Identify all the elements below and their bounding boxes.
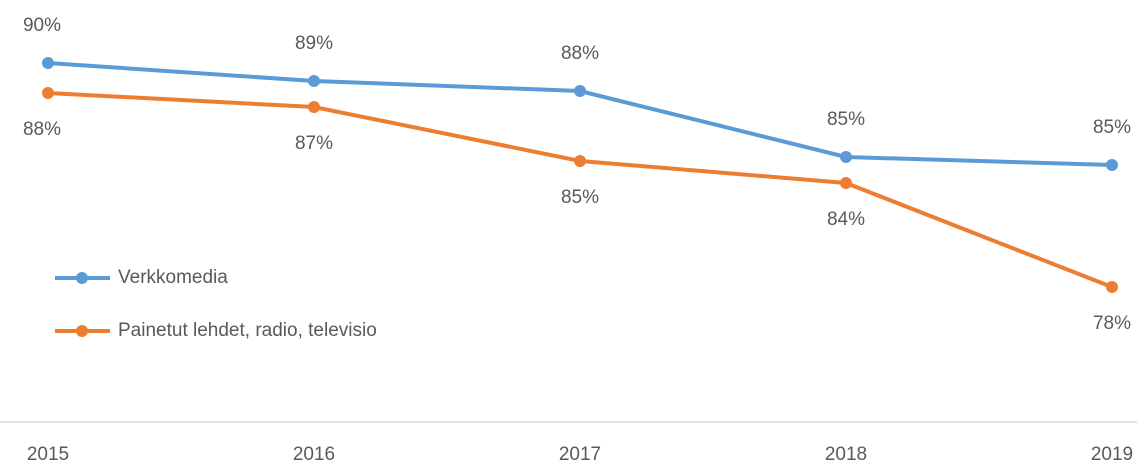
data-label: 88% [561, 43, 599, 64]
x-tick-label: 2017 [559, 444, 601, 464]
x-tick-label: 2019 [1091, 444, 1133, 464]
data-point [574, 155, 586, 167]
data-point [308, 101, 320, 113]
data-label: 89% [295, 33, 333, 54]
x-tick-label: 2015 [27, 444, 69, 464]
data-label: 88% [23, 119, 61, 140]
data-label: 78% [1093, 313, 1131, 334]
x-tick-label: 2016 [293, 444, 335, 464]
data-point [1106, 159, 1118, 171]
legend-marker [76, 272, 88, 284]
data-label: 84% [827, 209, 865, 230]
data-point [42, 57, 54, 69]
data-label: 85% [1093, 117, 1131, 138]
data-label: 85% [561, 187, 599, 208]
legend-label: Painetut lehdet, radio, televisio [118, 320, 377, 341]
data-label: 85% [827, 109, 865, 130]
series-line [47, 61, 1113, 167]
legend-label: Verkkomedia [118, 267, 228, 288]
data-point [1106, 281, 1118, 293]
data-point [840, 151, 852, 163]
legend-marker [76, 325, 88, 337]
data-point [42, 87, 54, 99]
data-point [308, 75, 320, 87]
data-point [574, 85, 586, 97]
data-point [840, 177, 852, 189]
data-label: 87% [295, 133, 333, 154]
x-tick-label: 2018 [825, 444, 867, 464]
data-label: 90% [23, 15, 61, 36]
